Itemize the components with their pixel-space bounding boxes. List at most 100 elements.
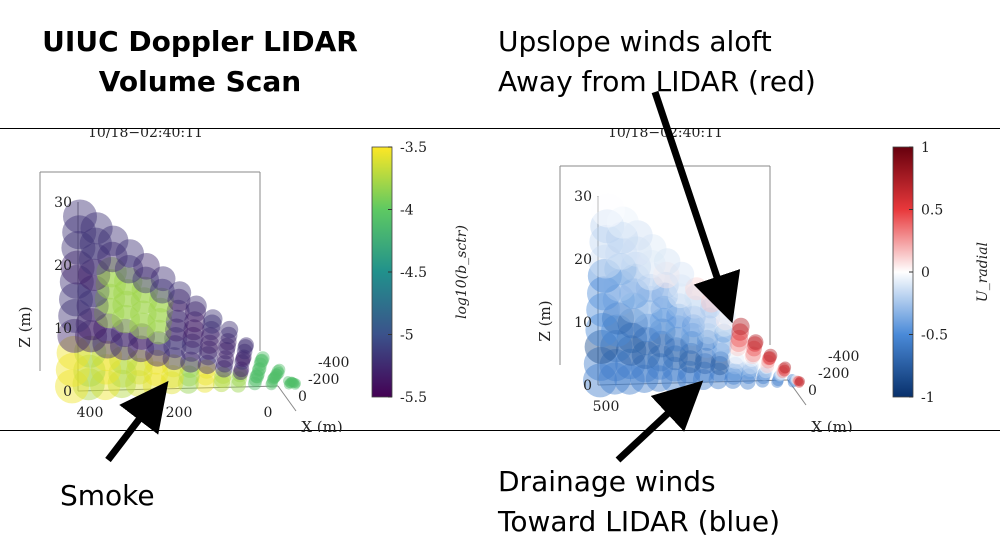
scatter-point xyxy=(58,298,93,333)
scatter-point xyxy=(195,373,215,393)
scatter-point xyxy=(599,349,632,382)
scatter-point xyxy=(60,250,95,285)
scatter-point xyxy=(621,236,652,267)
scatter-point xyxy=(110,318,140,348)
scatter-point xyxy=(285,378,296,389)
scatter-point xyxy=(252,362,267,376)
scatter-point xyxy=(793,375,804,386)
scatter-point xyxy=(598,362,631,395)
scatter-point xyxy=(620,251,652,282)
scatter-point xyxy=(75,308,108,341)
scatter-point xyxy=(150,266,176,292)
scatter-point xyxy=(55,352,90,387)
scatter-point xyxy=(619,278,650,309)
scatter-point xyxy=(747,334,764,350)
scatter-point xyxy=(232,364,249,380)
scatter-point xyxy=(791,374,801,385)
scatter-point xyxy=(763,348,778,363)
scatter-point xyxy=(632,326,661,356)
scatter-point xyxy=(287,376,297,387)
scatter-point xyxy=(203,309,223,329)
scatter-point xyxy=(693,361,715,383)
scatter-point xyxy=(649,307,677,335)
scatter-point xyxy=(762,351,776,366)
drainage-annotation: Drainage winds Toward LIDAR (blue) xyxy=(498,462,780,542)
scatter-point xyxy=(586,292,621,327)
scatter-point xyxy=(215,360,233,378)
scatter-point xyxy=(290,379,301,390)
scatter-point xyxy=(648,330,675,358)
scatter-point xyxy=(78,243,112,276)
scatter-point xyxy=(130,300,157,328)
scatter-point xyxy=(251,367,265,381)
scatter-point xyxy=(165,309,189,333)
scatter-point xyxy=(177,372,199,394)
scatter-point xyxy=(197,354,217,375)
drainage-line-1: Drainage winds xyxy=(498,465,716,498)
scatter-point xyxy=(732,317,750,336)
scatter-point xyxy=(662,356,687,382)
z-axis-label: Z (m) xyxy=(16,306,34,347)
scatter-point xyxy=(214,366,232,384)
scatter-point xyxy=(128,323,155,350)
scatter-point xyxy=(729,334,748,352)
scatter-point xyxy=(288,377,299,388)
scatter-point xyxy=(762,351,777,365)
scatter-point xyxy=(591,193,625,228)
scatter-point xyxy=(618,292,649,323)
scatter-point xyxy=(616,322,648,354)
scatter-point xyxy=(268,371,281,384)
upslope-annotation: Upslope winds aloft Away from LIDAR (red… xyxy=(498,22,816,102)
scatter-point xyxy=(761,354,775,369)
scatter-point xyxy=(217,342,235,360)
scatter-point xyxy=(617,308,648,339)
x-tick-label: 200 xyxy=(166,405,193,421)
scatter-point xyxy=(743,351,760,367)
scatter-point xyxy=(185,295,207,317)
scatter-point xyxy=(164,327,188,350)
scatter-point xyxy=(145,341,170,367)
scatter-point xyxy=(181,333,203,355)
scatter-point xyxy=(708,370,728,390)
scatter-point xyxy=(230,377,246,393)
scatter-point xyxy=(255,353,269,368)
scatter-point xyxy=(127,335,155,363)
scatter-point xyxy=(631,340,661,370)
scatter-point xyxy=(663,345,688,371)
plots-frame: 10/18−02:40:11 0 10 20 30 Z (m) 400 200 0 X (m) -4… xyxy=(0,128,1000,432)
scatter-point xyxy=(76,289,109,322)
scatter-point xyxy=(600,330,633,363)
scatter-point xyxy=(202,314,222,334)
scatter-point xyxy=(603,269,636,302)
smoke-annotation: Smoke xyxy=(60,479,155,512)
colorbar-tick-label: -3.5 xyxy=(400,140,427,156)
scatter-point xyxy=(147,308,173,333)
scatter-point xyxy=(791,375,802,386)
scatter-point xyxy=(95,269,127,300)
scatter-point xyxy=(232,366,248,383)
box-edge xyxy=(277,385,297,412)
scatter-point xyxy=(622,220,653,251)
scatter-point xyxy=(267,373,279,386)
colorbar-tick-label: -5 xyxy=(400,328,414,344)
scatter-point xyxy=(787,374,797,384)
scatter-point xyxy=(149,287,174,313)
x-tick-label: 400 xyxy=(77,405,104,421)
scatter-point xyxy=(583,346,618,381)
scatter-point xyxy=(779,361,792,374)
y-tick-label: -200 xyxy=(818,366,849,382)
scatter-point xyxy=(61,230,96,265)
scatter-point xyxy=(74,335,107,368)
scatter-point xyxy=(179,356,201,378)
scatter-point xyxy=(778,364,791,377)
scatter-point xyxy=(287,377,298,388)
z-tick-label: 20 xyxy=(574,252,592,268)
scatter-point xyxy=(110,331,139,361)
scatter-point xyxy=(587,258,622,293)
scatter-point xyxy=(165,318,188,342)
scatter-point xyxy=(741,363,758,380)
scatter-point xyxy=(182,326,204,348)
colorbar-tick-label: 0.5 xyxy=(921,203,943,219)
scatter-point xyxy=(126,349,154,377)
